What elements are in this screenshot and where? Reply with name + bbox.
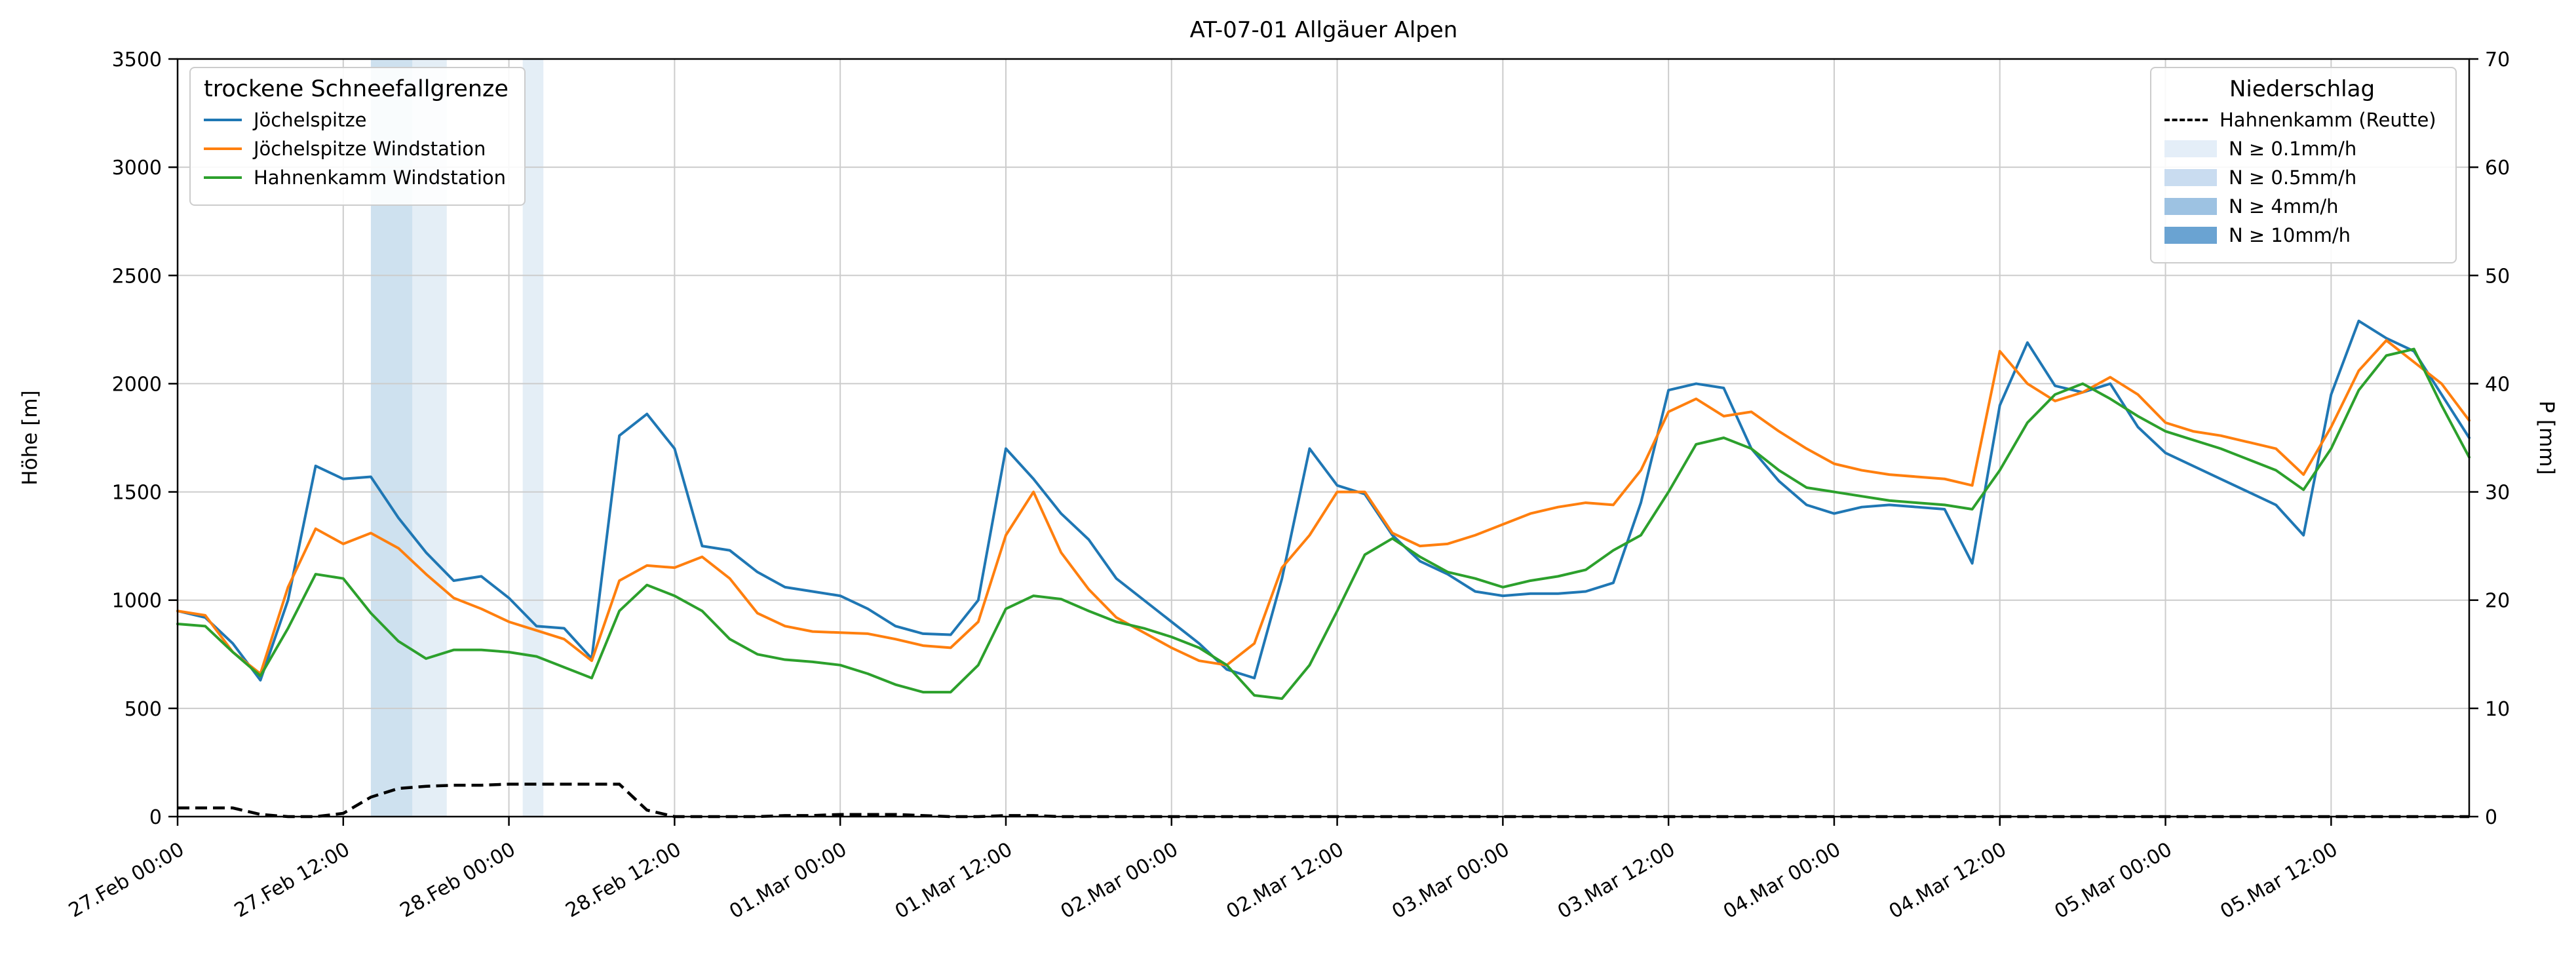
legend-snowline: trockene Schneefallgrenze Jöchelspitze J… xyxy=(189,67,526,206)
y-left-tick-label: 3000 xyxy=(112,157,162,180)
legend-item-joechelspitze: Jöchelspitze xyxy=(204,109,509,131)
precip-line xyxy=(178,783,2469,819)
x-tick-label: 04.Mar 12:00 xyxy=(1885,838,2010,923)
x-tick-label: 02.Mar 12:00 xyxy=(1223,838,1348,923)
y-right-tick-label: 0 xyxy=(2485,806,2497,829)
y-left-tick-label: 0 xyxy=(149,806,162,829)
precip-patch-swatch xyxy=(2164,169,2217,186)
legend-item-precip-05: N ≥ 0.5mm/h xyxy=(2164,166,2440,189)
x-tick-label: 27.Feb 12:00 xyxy=(231,838,354,923)
x-tick-label: 28.Feb 00:00 xyxy=(396,838,520,923)
precip-dashed-line xyxy=(178,783,2469,819)
precip-patch-swatch xyxy=(2164,227,2217,244)
legend-label: Jöchelspitze xyxy=(254,109,367,131)
y-left-tick-label: 2000 xyxy=(112,373,162,396)
legend-item-precip-4: N ≥ 4mm/h xyxy=(2164,195,2440,218)
legend-label: N ≥ 4mm/h xyxy=(2229,195,2339,218)
series-lines xyxy=(176,319,2470,700)
series-line-j-chelspitze-windstation xyxy=(176,339,2470,676)
x-tick-label: 03.Mar 00:00 xyxy=(1388,838,1513,923)
legend-snowline-title: trockene Schneefallgrenze xyxy=(204,76,509,102)
x-tick-label: 28.Feb 12:00 xyxy=(562,838,685,923)
y-left-tick-label: 1500 xyxy=(112,482,162,505)
line-swatch-joechelspitze-windstation xyxy=(204,147,242,150)
x-tick-label: 02.Mar 00:00 xyxy=(1057,838,1182,923)
x-tick-label: 03.Mar 12:00 xyxy=(1554,838,1679,923)
series-line-hahnenkamm-windstation xyxy=(176,347,2470,700)
page-title: AT-07-01 Allgäuer Alpen xyxy=(1189,17,1458,43)
x-tick-label: 01.Mar 12:00 xyxy=(891,838,1016,923)
right-axis-label: P [mm] xyxy=(2535,400,2558,475)
y-right-tick-label: 60 xyxy=(2485,157,2510,180)
line-swatch-joechelspitze xyxy=(204,119,242,121)
y-right-tick-label: 70 xyxy=(2485,48,2510,71)
precip-patch-swatch xyxy=(2164,198,2217,215)
legend-item-precip-01: N ≥ 0.1mm/h xyxy=(2164,138,2440,160)
legend-item-hahnenkamm-reutte: Hahnenkamm (Reutte) xyxy=(2164,109,2440,131)
y-left-tick-label: 2500 xyxy=(112,265,162,288)
x-tick-label: 04.Mar 00:00 xyxy=(1720,838,1845,923)
legend-precip-title: Niederschlag xyxy=(2229,76,2375,102)
y-left-tick-label: 3500 xyxy=(112,48,162,71)
line-swatch-hahnenkamm-windstation xyxy=(204,176,242,179)
axes-frame xyxy=(176,58,2470,818)
legend-label: N ≥ 10mm/h xyxy=(2229,224,2351,246)
precip-band xyxy=(522,59,544,817)
legend-label: Jöchelspitze Windstation xyxy=(254,138,486,160)
legend-precip: Niederschlag Hahnenkamm (Reutte) N ≥ 0.1… xyxy=(2150,67,2457,263)
x-tick-label: 01.Mar 00:00 xyxy=(725,838,851,923)
x-tick-label: 05.Mar 12:00 xyxy=(2216,838,2341,923)
legend-item-joechelspitze-windstation: Jöchelspitze Windstation xyxy=(204,138,509,160)
y-left-tick-label: 1000 xyxy=(112,590,162,613)
precip-patch-swatch xyxy=(2164,140,2217,157)
y-left-tick-label: 500 xyxy=(125,698,162,721)
y-right-tick-label: 50 xyxy=(2485,265,2510,288)
legend-label: Hahnenkamm (Reutte) xyxy=(2220,109,2436,131)
legend-label: N ≥ 0.1mm/h xyxy=(2229,138,2357,160)
x-tick-label: 05.Mar 00:00 xyxy=(2051,838,2176,923)
legend-label: Hahnenkamm Windstation xyxy=(254,166,507,189)
y-right-tick-label: 30 xyxy=(2485,482,2510,505)
y-right-tick-label: 20 xyxy=(2485,590,2510,613)
legend-item-precip-10: N ≥ 10mm/h xyxy=(2164,224,2440,246)
left-axis-label: Höhe [m] xyxy=(18,390,42,486)
legend-item-hahnenkamm-windstation: Hahnenkamm Windstation xyxy=(204,166,509,189)
legend-label: N ≥ 0.5mm/h xyxy=(2229,166,2357,189)
x-tick-label: 27.Feb 00:00 xyxy=(65,838,188,923)
y-right-tick-label: 10 xyxy=(2485,698,2510,721)
dashed-line-swatch xyxy=(2164,119,2208,121)
y-right-tick-label: 40 xyxy=(2485,373,2510,396)
